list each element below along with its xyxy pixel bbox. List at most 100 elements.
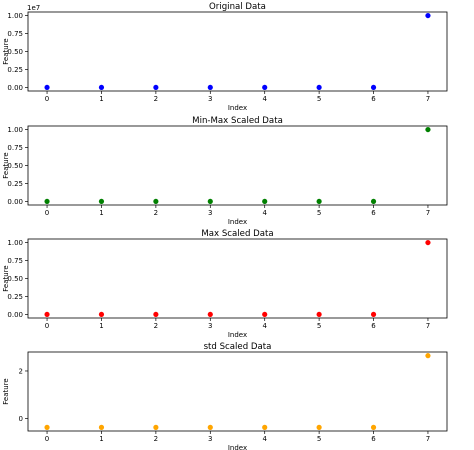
y-tick-label: 0.25 xyxy=(7,293,23,301)
y-axis-label: Feature xyxy=(2,378,10,404)
x-tick-label: 1 xyxy=(99,209,103,217)
x-tick-label: 5 xyxy=(317,322,321,330)
x-tick-label: 6 xyxy=(371,209,376,217)
x-tick-label: 6 xyxy=(371,95,376,103)
data-point xyxy=(316,424,322,430)
y-tick-label: 0 xyxy=(19,415,23,423)
y-axis-label: Feature xyxy=(2,38,10,64)
y-axis-label: Feature xyxy=(2,265,10,291)
y-tick-label: 1.00 xyxy=(7,239,23,247)
x-tick-label: 0 xyxy=(45,435,49,443)
y-axis-label: Feature xyxy=(2,152,10,178)
subplot-title: Min-Max Scaled Data xyxy=(192,116,283,126)
data-point xyxy=(44,198,50,205)
plot-frame xyxy=(27,238,448,319)
x-tick-label: 3 xyxy=(208,322,212,330)
x-tick-label: 2 xyxy=(154,209,158,217)
subplot-title: Max Scaled Data xyxy=(201,229,273,239)
data-point xyxy=(316,84,322,91)
data-point xyxy=(425,353,431,359)
subplot-2: Min-Max Scaled Data 0 1 2 3 4 5 6 7 0.00 0.25 0.50 0… xyxy=(2,116,448,226)
x-tick-label: 0 xyxy=(45,209,49,217)
y-tick-label: 0.00 xyxy=(7,311,23,319)
y-tick-label: 0.25 xyxy=(7,66,23,74)
x-tick-label: 2 xyxy=(154,322,158,330)
y-tick-label: 0.75 xyxy=(7,144,23,152)
data-point xyxy=(44,84,50,91)
data-point xyxy=(262,311,268,318)
x-tick-label: 0 xyxy=(45,95,49,103)
x-tick-label: 2 xyxy=(154,95,158,103)
x-tick-label: 1 xyxy=(99,322,103,330)
x-tick-label: 5 xyxy=(317,209,321,217)
x-tick-label: 3 xyxy=(208,95,212,103)
data-point xyxy=(370,424,377,430)
x-tick-label: 1 xyxy=(99,95,103,103)
plot-frame xyxy=(27,125,448,206)
y-tick-label: 0.75 xyxy=(7,257,23,265)
data-point xyxy=(370,311,377,318)
data-point xyxy=(425,12,431,19)
data-point xyxy=(370,84,377,91)
x-tick-label: 7 xyxy=(426,95,430,103)
data-point xyxy=(98,311,105,318)
y-tick-label: 0.00 xyxy=(7,198,23,206)
x-axis-label: Index xyxy=(228,104,247,112)
data-point xyxy=(98,198,105,205)
data-point xyxy=(262,84,268,91)
y-tick-label: 0.00 xyxy=(7,84,23,92)
data-point xyxy=(316,311,322,318)
subplot-3: Max Scaled Data 0 1 2 3 4 5 6 7 0.00 0.25 0.50 0.75 1… xyxy=(2,229,448,339)
y-tick-label: 0.50 xyxy=(7,162,23,170)
data-point xyxy=(98,424,105,430)
x-tick-label: 4 xyxy=(262,209,267,217)
x-tick-label: 7 xyxy=(426,322,430,330)
x-tick-label: 4 xyxy=(262,322,267,330)
data-point xyxy=(207,424,213,430)
data-point xyxy=(370,198,377,205)
y-tick-label: 1.00 xyxy=(7,12,23,20)
subplot-title: std Scaled Data xyxy=(204,342,272,352)
x-tick-label: 4 xyxy=(262,95,267,103)
subplot-title: Original Data xyxy=(209,2,266,12)
data-point xyxy=(153,424,159,430)
x-tick-label: 6 xyxy=(371,435,376,443)
x-axis-label: Index xyxy=(228,444,247,450)
y-tick-label: 0.25 xyxy=(7,180,23,188)
data-point xyxy=(207,84,213,91)
y-tick-label: 0.50 xyxy=(7,48,23,56)
data-point xyxy=(262,198,268,205)
data-point xyxy=(153,84,159,91)
x-tick-label: 2 xyxy=(154,435,158,443)
x-tick-label: 6 xyxy=(371,322,376,330)
data-point xyxy=(316,198,322,205)
x-tick-label: 1 xyxy=(99,435,103,443)
data-point xyxy=(207,311,213,318)
x-tick-label: 7 xyxy=(426,435,430,443)
x-tick-label: 0 xyxy=(45,322,49,330)
y-tick-label: 1.00 xyxy=(7,126,23,134)
x-axis-label: Index xyxy=(228,331,247,339)
data-point xyxy=(262,424,268,430)
data-point xyxy=(44,311,50,318)
y-tick-label: 2 xyxy=(19,367,23,375)
y-tick-label: 0.75 xyxy=(7,30,23,38)
data-point xyxy=(207,198,213,205)
x-tick-label: 7 xyxy=(426,209,430,217)
data-point xyxy=(425,239,431,246)
data-point xyxy=(153,198,159,205)
x-tick-label: 4 xyxy=(262,435,267,443)
data-point xyxy=(425,126,431,133)
subplot-4: std Scaled Data 0 1 2 3 4 5 6 7 0 2 Index Feature xyxy=(2,342,448,450)
x-tick-label: 5 xyxy=(317,435,321,443)
x-tick-label: 3 xyxy=(208,435,212,443)
x-axis-label: Index xyxy=(228,218,247,226)
plot-frame xyxy=(27,11,448,92)
data-point xyxy=(98,84,105,91)
subplot-1: Original Data 0 1 2 3 4 5 6 7 0.00 0.25 0.50 0.75 1.0… xyxy=(2,2,448,112)
x-tick-label: 3 xyxy=(208,209,212,217)
data-point xyxy=(153,311,159,318)
y-tick-label: 0.50 xyxy=(7,275,23,283)
axis-offset-label: 1e7 xyxy=(27,4,40,12)
